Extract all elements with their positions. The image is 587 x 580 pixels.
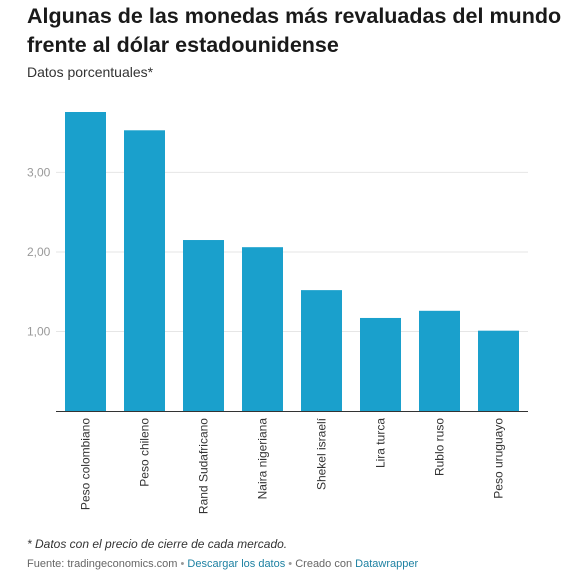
source-text: Fuente: tradingeconomics.com bbox=[27, 558, 178, 570]
x-tick-label: Rublo ruso bbox=[433, 418, 447, 476]
bar-chart: 1,00 2,00 3,00 Peso colombiano Peso chileno R… bbox=[27, 112, 528, 514]
y-tick-label: 1,00 bbox=[27, 324, 51, 338]
bar[interactable] bbox=[478, 330, 519, 411]
datawrapper-link[interactable]: Datawrapper bbox=[355, 558, 419, 570]
x-tick-label: Rand Sudafricano bbox=[197, 418, 211, 514]
x-tick-label: Shekel israelí bbox=[315, 417, 329, 490]
created-with-text: Creado con bbox=[295, 558, 353, 570]
x-tick-label: Peso chileno bbox=[138, 418, 152, 487]
footnote: * Datos con el precio de cierre de cada … bbox=[27, 537, 288, 551]
chart-title: Algunas de las monedas más revaluadas de… bbox=[27, 4, 562, 57]
x-tick-label: Peso uruguayo bbox=[492, 418, 506, 499]
y-tick-label: 2,00 bbox=[27, 245, 51, 259]
y-tick-label: 3,00 bbox=[27, 165, 51, 179]
footer: Fuente: tradingeconomics.com • Descargar… bbox=[27, 558, 418, 570]
bar[interactable] bbox=[183, 240, 224, 411]
bar[interactable] bbox=[124, 130, 165, 411]
download-data-link[interactable]: Descargar los datos bbox=[187, 558, 286, 570]
bar[interactable] bbox=[360, 317, 401, 411]
bar[interactable] bbox=[65, 112, 106, 411]
separator: • bbox=[288, 558, 293, 570]
bar[interactable] bbox=[419, 310, 460, 411]
chart-subtitle: Datos porcentuales* bbox=[27, 64, 154, 80]
x-tick-label: Peso colombiano bbox=[79, 418, 93, 510]
bar[interactable] bbox=[301, 290, 342, 411]
separator: • bbox=[180, 558, 185, 570]
x-tick-label: Naira nigeriana bbox=[256, 418, 270, 500]
x-tick-label: Lira turca bbox=[374, 418, 388, 468]
bar[interactable] bbox=[242, 247, 283, 411]
